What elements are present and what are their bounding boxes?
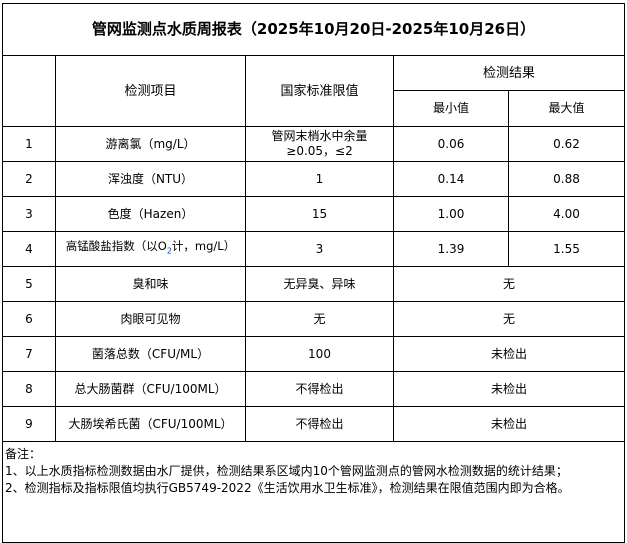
- row-min: 0.06: [393, 126, 509, 162]
- notes-label: 备注：: [5, 447, 42, 461]
- table-row: 1 游离氯（mg/L） 管网末梢水中余量≥0.05，≤2 0.06 0.62: [2, 126, 626, 162]
- row-standard: 不得检出: [245, 406, 394, 442]
- item-subscript: 2: [166, 246, 172, 256]
- row-standard: 3: [245, 231, 394, 267]
- row-standard: 无异臭、异味: [245, 266, 394, 302]
- table-row: 4 高锰酸盐指数（以O2计，mg/L） 3 1.39 1.55: [2, 231, 626, 267]
- notes-line-2: 2、检测指标及指标限值均执行GB5749-2022《生活饮用水卫生标准》，检测结…: [5, 481, 570, 495]
- row-item: 菌落总数（CFU/ML）: [55, 336, 246, 372]
- row-item: 浑浊度（NTU）: [55, 161, 246, 197]
- item-text-post: 计，mg/L）: [171, 239, 236, 254]
- row-standard: 管网末梢水中余量≥0.05，≤2: [245, 126, 394, 162]
- row-max: 1.55: [507, 231, 626, 267]
- row-item: 色度（Hazen）: [55, 196, 246, 232]
- row-max: 0.88: [507, 161, 626, 197]
- table-row: 8 总大肠菌群（CFU/100ML） 不得检出 未检出: [2, 371, 626, 407]
- header-standard: 国家标准限值: [245, 55, 394, 127]
- row-no: 8: [2, 371, 56, 407]
- table-row: 5 臭和味 无异臭、异味 无: [2, 266, 626, 302]
- row-item: 游离氯（mg/L）: [55, 126, 246, 162]
- row-result: 未检出: [392, 371, 626, 407]
- header-min: 最小值: [393, 90, 509, 127]
- header-max: 最大值: [507, 90, 626, 127]
- row-standard: 15: [245, 196, 394, 232]
- table-row: 6 肉眼可见物 无 无: [2, 301, 626, 337]
- row-standard: 100: [245, 336, 394, 372]
- row-item: 臭和味: [55, 266, 246, 302]
- row-result: 无: [392, 301, 626, 337]
- row-no: 4: [2, 231, 56, 267]
- item-text-pre: 高锰酸盐指数（以O: [65, 239, 167, 254]
- notes-line-1: 1、以上水质指标检测数据由水厂提供，检测结果系区域内10个管网监测点的管网水检测…: [5, 464, 568, 478]
- row-item: 大肠埃希氏菌（CFU/100ML）: [55, 406, 246, 442]
- row-no: 3: [2, 196, 56, 232]
- row-no: 6: [2, 301, 56, 337]
- notes: 备注： 1、以上水质指标检测数据由水厂提供，检测结果系区域内10个管网监测点的管…: [1, 441, 626, 543]
- water-quality-table: 管网监测点水质周报表（2025年10月20日-2025年10月26日） 检测项目…: [1, 3, 626, 543]
- row-item: 高锰酸盐指数（以O2计，mg/L）: [55, 231, 246, 267]
- header-result: 检测结果: [392, 55, 626, 91]
- header-no: [2, 55, 56, 127]
- row-result: 无: [392, 266, 626, 302]
- table-row: 7 菌落总数（CFU/ML） 100 未检出: [2, 336, 626, 372]
- row-result: 未检出: [392, 336, 626, 372]
- row-result: 未检出: [392, 406, 626, 442]
- row-item: 肉眼可见物: [55, 301, 246, 337]
- row-standard: 1: [245, 161, 394, 197]
- row-standard: 不得检出: [245, 371, 394, 407]
- table-row: 2 浑浊度（NTU） 1 0.14 0.88: [2, 161, 626, 197]
- row-min: 1.00: [393, 196, 509, 232]
- report-title: 管网监测点水质周报表（2025年10月20日-2025年10月26日）: [1, 3, 626, 56]
- table-row: 3 色度（Hazen） 15 1.00 4.00: [2, 196, 626, 232]
- row-no: 9: [2, 406, 56, 442]
- row-no: 2: [2, 161, 56, 197]
- row-no: 1: [2, 126, 56, 162]
- row-no: 5: [2, 266, 56, 302]
- row-no: 7: [2, 336, 56, 372]
- table-row: 9 大肠埃希氏菌（CFU/100ML） 不得检出 未检出: [2, 406, 626, 442]
- row-min: 0.14: [393, 161, 509, 197]
- row-standard: 无: [245, 301, 394, 337]
- row-min: 1.39: [393, 231, 509, 267]
- header-item: 检测项目: [55, 55, 246, 127]
- row-max: 0.62: [507, 126, 626, 162]
- row-max: 4.00: [507, 196, 626, 232]
- row-item: 总大肠菌群（CFU/100ML）: [55, 371, 246, 407]
